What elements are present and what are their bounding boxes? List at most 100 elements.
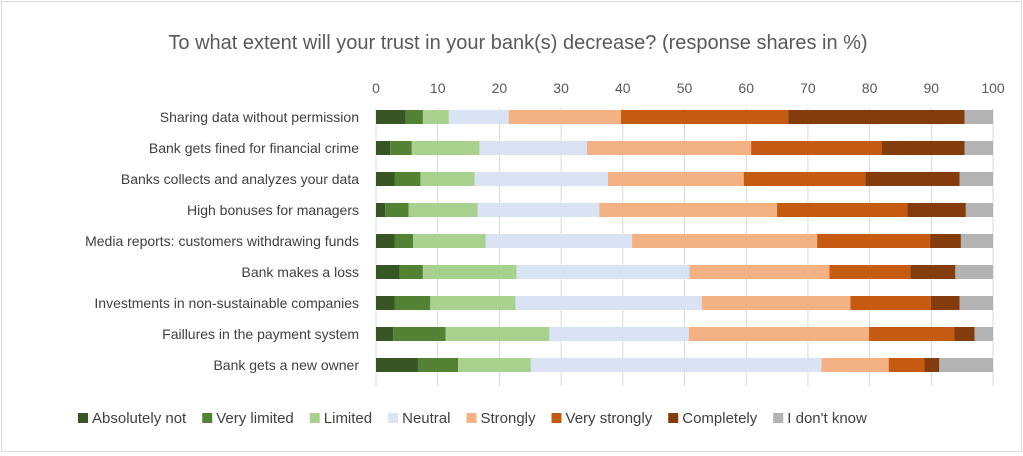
bar-segment xyxy=(376,327,394,341)
legend-label: Very strongly xyxy=(566,410,653,427)
bar-segment xyxy=(394,172,421,186)
bar-segment xyxy=(376,172,395,186)
legend: Absolutely not Very limited Limited Neutral… xyxy=(78,410,867,427)
x-tick-label: 90 xyxy=(924,80,940,96)
bar-segment xyxy=(394,296,431,310)
category-labels: Sharing data without permission Bank gets… xyxy=(85,109,359,373)
x-tick-label: 20 xyxy=(492,80,508,96)
category-label: Bank gets fined for financial crime xyxy=(149,140,359,156)
legend-label: I don't know xyxy=(787,410,867,427)
chart-title: To what extent will your trust in your b… xyxy=(168,32,867,54)
bar-segment xyxy=(390,141,412,155)
legend-swatch xyxy=(466,413,477,423)
x-tick-label: 10 xyxy=(430,80,446,96)
bar-segment xyxy=(599,203,778,217)
bar-segment xyxy=(408,203,478,217)
bar-segment xyxy=(910,265,956,279)
bar-segment xyxy=(393,327,446,341)
legend-swatch xyxy=(551,413,562,423)
bar-segment xyxy=(632,234,818,248)
x-tick-label: 60 xyxy=(738,80,754,96)
bar-segment xyxy=(516,265,690,279)
bar-segment xyxy=(479,141,588,155)
bar-segment xyxy=(399,265,423,279)
legend-label: Absolutely not xyxy=(92,410,187,427)
legend-swatch xyxy=(78,413,88,423)
category-label: Banks collects and analyzes your data xyxy=(121,171,359,187)
bar-segment xyxy=(907,203,966,217)
bar-segment xyxy=(485,234,633,248)
bar-segment xyxy=(955,265,993,279)
bars xyxy=(376,110,993,372)
bar-segment xyxy=(829,265,911,279)
bar-segment xyxy=(701,296,851,310)
bar-segment xyxy=(458,358,531,372)
category-label: Faillures in the payment system xyxy=(162,326,359,342)
bar-segment xyxy=(954,327,975,341)
bar-segment xyxy=(422,265,517,279)
bar-segment xyxy=(888,358,925,372)
x-tick-label: 50 xyxy=(677,80,693,96)
bar-segment xyxy=(964,141,993,155)
bar-segment xyxy=(376,141,391,155)
bar-segment xyxy=(477,203,600,217)
bar-segment xyxy=(515,296,702,310)
bar-segment xyxy=(420,172,475,186)
legend-swatch xyxy=(388,413,399,423)
bar-segment xyxy=(960,234,993,248)
bar-segment xyxy=(865,172,960,186)
x-tick-label: 70 xyxy=(800,80,816,96)
bar-segment xyxy=(376,110,406,124)
x-axis-ticks: 0 10 20 30 40 50 60 70 80 90 100 xyxy=(372,80,1005,96)
bar-segment xyxy=(868,327,955,341)
bar-segment xyxy=(508,110,621,124)
bar-segment xyxy=(607,172,744,186)
legend-swatch xyxy=(668,413,679,423)
bar-segment xyxy=(376,296,395,310)
bar-segment xyxy=(376,234,395,248)
category-label: Investments in non-sustainable companies xyxy=(94,295,359,311)
legend-swatch xyxy=(202,413,213,423)
legend-swatch xyxy=(309,413,320,423)
bar-segment xyxy=(965,203,993,217)
bar-segment xyxy=(620,110,789,124)
bar-segment xyxy=(448,110,509,124)
bar-segment xyxy=(549,327,689,341)
bar-segment xyxy=(411,141,480,155)
bar-segment xyxy=(474,172,608,186)
bar-segment xyxy=(964,110,993,124)
bar-segment xyxy=(417,358,459,372)
bar-segment xyxy=(939,358,993,372)
x-tick-label: 30 xyxy=(553,80,569,96)
bar-segment xyxy=(959,296,993,310)
bar-segment xyxy=(689,265,830,279)
bar-segment xyxy=(394,234,414,248)
bar-segment xyxy=(376,203,386,217)
bar-segment xyxy=(445,327,550,341)
category-label: High bonuses for managers xyxy=(187,202,359,218)
bar-segment xyxy=(430,296,516,310)
legend-label: Strongly xyxy=(480,410,536,427)
bar-segment xyxy=(587,141,752,155)
bar-segment xyxy=(751,141,882,155)
legend-label: Neutral xyxy=(402,410,450,427)
bar-segment xyxy=(788,110,965,124)
bar-segment xyxy=(974,327,993,341)
bar-segment xyxy=(930,234,961,248)
category-label: Bank makes a loss xyxy=(242,264,360,280)
bar-segment xyxy=(777,203,908,217)
bar-segment xyxy=(688,327,869,341)
bar-segment xyxy=(405,110,423,124)
bar-segment xyxy=(850,296,931,310)
bar-segment xyxy=(422,110,449,124)
legend-label: Completely xyxy=(682,410,758,427)
category-label: Bank gets a new owner xyxy=(213,357,359,373)
bar-segment xyxy=(413,234,486,248)
bar-segment xyxy=(959,172,993,186)
bar-segment xyxy=(385,203,409,217)
x-tick-label: 0 xyxy=(372,80,380,96)
bar-segment xyxy=(821,358,889,372)
legend-label: Very limited xyxy=(216,410,294,427)
bar-segment xyxy=(530,358,822,372)
bar-segment xyxy=(930,296,960,310)
